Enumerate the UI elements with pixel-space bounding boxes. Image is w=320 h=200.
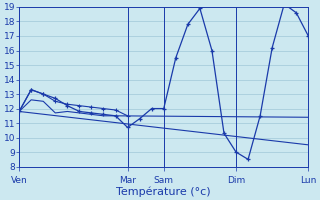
X-axis label: Température (°c): Température (°c): [116, 186, 211, 197]
